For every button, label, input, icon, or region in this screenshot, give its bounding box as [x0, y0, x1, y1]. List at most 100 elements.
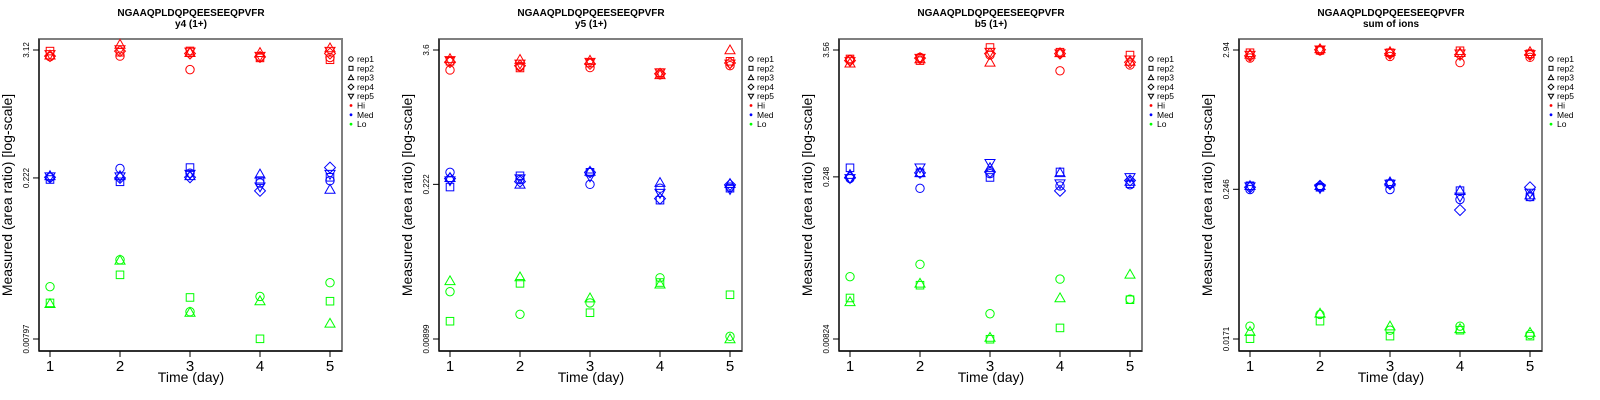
data-point-hi-rep3-day5 — [724, 43, 736, 55]
x-tick-label: 5 — [326, 358, 334, 375]
data-point-hi-rep4-day1 — [43, 49, 57, 63]
legend-symbol-rep4 — [1547, 83, 1555, 91]
y-tick-label: 3.12 — [22, 42, 31, 58]
series-hi-rep5 — [1244, 45, 1536, 62]
data-point-hi-rep5-day5 — [1524, 50, 1536, 61]
legend-symbol-rep1 — [1148, 56, 1154, 62]
x-tick-label: 1 — [46, 358, 54, 375]
data-point-med-rep5-day5 — [1124, 173, 1136, 184]
data-point-med-rep3-day4 — [254, 168, 266, 179]
data-point-hi-rep3-day1 — [444, 52, 456, 64]
data-point-hi-rep5-day2 — [114, 45, 126, 56]
data-point-med-rep3-day5 — [324, 183, 336, 194]
legend-dot-hi — [349, 104, 353, 107]
series-hi-rep2 — [45, 46, 335, 65]
x-tick-label: 3 — [186, 358, 194, 375]
legend-label: rep5 — [1557, 91, 1574, 101]
data-point-hi-rep5-day1 — [1244, 50, 1256, 62]
data-point-hi-rep1-day3 — [185, 64, 195, 75]
series-lo-rep3 — [1244, 307, 1536, 337]
data-point-lo-rep2-day3 — [1385, 331, 1395, 341]
legend-label: rep3 — [1557, 73, 1574, 83]
series-med-rep2 — [1245, 179, 1535, 202]
x-tick-label: 2 — [916, 358, 924, 375]
data-point-med-rep1-day3 — [585, 179, 595, 190]
data-point-lo-rep2-day1 — [845, 293, 855, 303]
legend-symbol-rep5 — [1547, 93, 1555, 100]
data-point-med-rep3-day1 — [44, 169, 56, 181]
series-med-rep4 — [443, 166, 737, 205]
data-point-lo-rep2-day5 — [325, 296, 335, 306]
data-point-hi-rep4-day5 — [1123, 56, 1137, 69]
data-point-lo-rep1-day2 — [1315, 309, 1325, 320]
data-point-med-rep4-day4 — [1053, 184, 1067, 197]
data-point-lo-rep1-day5 — [325, 278, 335, 288]
x-tick-label: 4 — [1056, 358, 1064, 375]
data-point-med-rep3-day2 — [914, 166, 926, 178]
data-point-med-rep5-day4 — [1454, 192, 1466, 203]
data-point-lo-rep3-day3 — [984, 331, 996, 342]
series-med-rep5 — [844, 158, 1136, 190]
y-tick-label: 0.222 — [422, 174, 431, 195]
legend-label: rep4 — [757, 82, 774, 92]
y-tick-label: 0.248 — [822, 166, 831, 187]
legend-dot-lo — [1549, 122, 1553, 126]
data-point-lo-rep1-day2 — [515, 309, 525, 320]
legend-dot-lo — [749, 122, 753, 126]
series-med-rep5 — [44, 169, 336, 193]
data-point-med-rep2-day4 — [255, 176, 265, 185]
data-point-med-rep5-day5 — [324, 169, 336, 181]
data-point-med-rep5-day4 — [654, 188, 666, 200]
data-point-med-rep1-day3 — [185, 168, 195, 178]
legend-label: rep4 — [1157, 82, 1174, 92]
legend-dot-med — [749, 113, 753, 117]
data-point-lo-rep3-day5 — [324, 317, 336, 328]
legend-dot-lo — [1149, 122, 1153, 126]
x-tick-label: 4 — [656, 358, 664, 375]
x-tick-label: 2 — [116, 358, 124, 375]
chart-subtitle: b5 (1+) — [975, 19, 1008, 30]
data-point-lo-rep2-day2 — [115, 270, 125, 280]
plot-frame — [838, 38, 1143, 352]
data-point-lo-rep3-day1 — [844, 295, 856, 307]
series-med-rep5 — [444, 172, 736, 200]
legend-label: rep3 — [757, 73, 774, 83]
legend-label: Med — [757, 110, 774, 120]
legend-symbol-rep1 — [1548, 56, 1554, 62]
data-point-hi-rep5-day4 — [1454, 49, 1466, 60]
data-point-med-rep3-day4 — [1454, 184, 1466, 195]
data-point-lo-rep2-day5 — [1125, 295, 1135, 304]
data-point-lo-rep1-day1 — [45, 281, 55, 292]
series-lo-rep1 — [1245, 309, 1535, 340]
data-point-hi-rep5-day3 — [984, 47, 996, 59]
legend-symbol-rep5 — [747, 93, 755, 100]
x-tick-label: 5 — [726, 358, 734, 375]
data-point-hi-rep3-day1 — [1244, 48, 1256, 59]
data-point-med-rep4-day3 — [583, 166, 597, 179]
data-point-lo-rep1-day1 — [1245, 321, 1255, 331]
chart-subtitle: y5 (1+) — [575, 19, 607, 30]
data-point-med-rep5-day1 — [844, 174, 856, 185]
plot-frame — [438, 38, 743, 352]
data-point-hi-rep3-day2 — [1314, 42, 1326, 54]
data-point-med-rep4-day5 — [723, 178, 737, 191]
data-point-lo-rep2-day1 — [1245, 334, 1255, 343]
data-point-lo-rep3-day3 — [1384, 320, 1396, 331]
legend-label: rep3 — [357, 73, 374, 83]
data-point-med-rep5-day5 — [724, 185, 736, 196]
series-hi-rep2 — [845, 43, 1135, 65]
data-point-lo-rep1-day2 — [915, 259, 925, 270]
data-point-med-rep5-day4 — [254, 182, 266, 193]
data-point-lo-rep2-day2 — [515, 279, 525, 288]
y-axis-label: Measured (area ratio) [log-scale] — [399, 94, 415, 296]
x-axis-label: Time (day) — [558, 369, 624, 385]
legend-label: rep1 — [1557, 54, 1574, 64]
x-tick-label: 4 — [256, 358, 264, 375]
y-tick-label: 0.0171 — [1222, 326, 1231, 351]
series-hi-rep3 — [444, 43, 736, 80]
legend-label: rep3 — [1157, 73, 1174, 83]
